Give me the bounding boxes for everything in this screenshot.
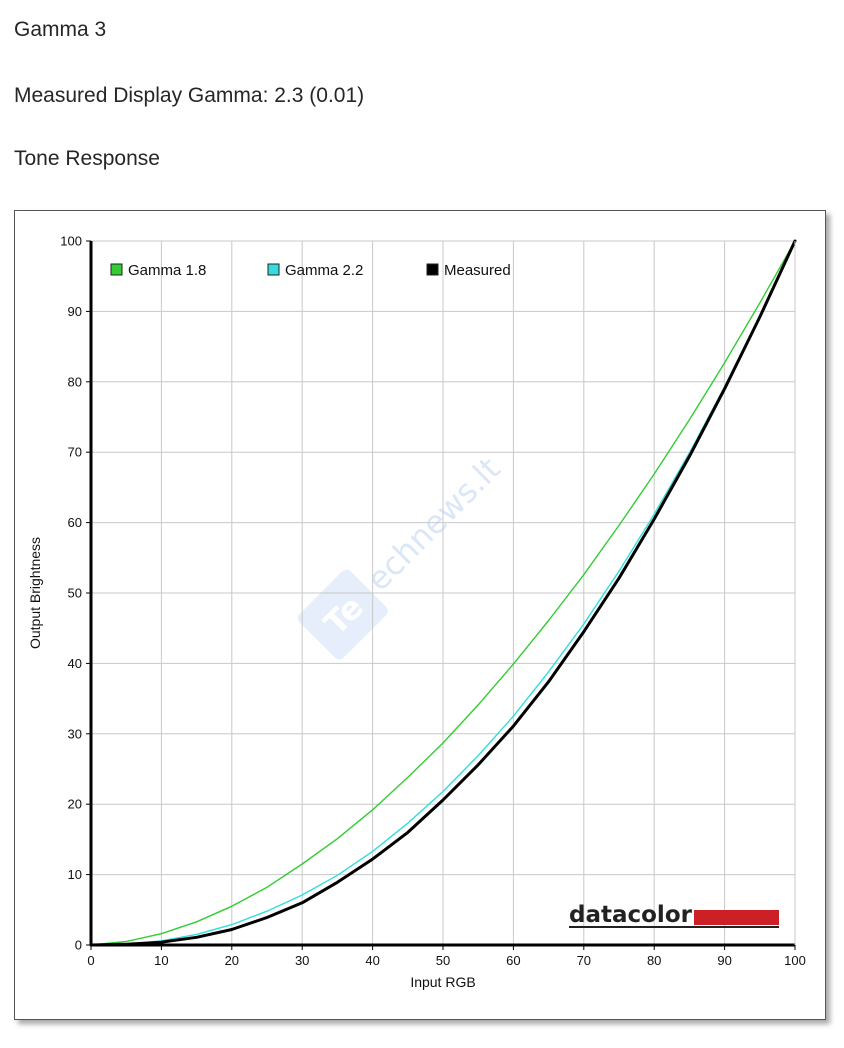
chart-axes: 0 10 20 30 40 50 60 70 80 90 100 0 10 20 30 40 50 60 70 80 9… (27, 234, 806, 991)
legend-label: Measured (444, 262, 511, 279)
x-tick-label: 0 (87, 953, 94, 968)
legend-label: Gamma 2.2 (285, 262, 363, 279)
watermark-badge (297, 569, 388, 660)
y-tick-label: 20 (68, 797, 82, 812)
x-tick-label: 100 (784, 953, 806, 968)
legend-item: Gamma 1.8 (110, 262, 206, 279)
y-tick-label: 100 (60, 234, 82, 249)
x-tick-label: 90 (717, 953, 731, 968)
y-tick-label: 30 (68, 726, 82, 741)
datacolor-logo-bar (694, 910, 779, 925)
legend-swatch (110, 263, 123, 276)
legend-item: Measured (426, 262, 511, 279)
x-tick-label: 20 (225, 953, 239, 968)
y-tick-label: 80 (68, 374, 82, 389)
y-tick-label: 50 (68, 586, 82, 601)
legend-swatch (426, 263, 439, 276)
tone-response-heading: Tone Response (14, 147, 160, 170)
series-line-gamma-2-2 (90, 240, 796, 946)
legend-item: Gamma 2.2 (267, 262, 363, 279)
gamma-heading: Gamma 3 (14, 18, 107, 41)
x-tick-label: 40 (365, 953, 379, 968)
x-tick-label: 30 (295, 953, 309, 968)
y-axis-title: Output Brightness (27, 537, 43, 649)
y-tick-label: 60 (68, 515, 82, 530)
series-line-measured (89, 239, 797, 947)
legend-label: Gamma 1.8 (128, 262, 206, 279)
x-tick-label: 60 (506, 953, 520, 968)
x-tick-label: 10 (154, 953, 168, 968)
chart-grid (91, 240, 796, 945)
legend-swatch (267, 263, 280, 276)
y-tick-label: 70 (68, 445, 82, 460)
datacolor-logo-text: datacolor (569, 902, 693, 928)
chart-legend: Gamma 1.8 Gamma 2.2 Measured (110, 262, 511, 279)
x-tick-label: 70 (577, 953, 591, 968)
y-tick-label: 10 (68, 867, 82, 882)
x-axis-title: Input RGB (410, 974, 475, 990)
datacolor-logo: datacolor (569, 902, 779, 928)
y-tick-label: 0 (75, 938, 82, 953)
x-tick-label: 80 (647, 953, 661, 968)
y-tick-label: 40 (68, 656, 82, 671)
y-tick-label: 90 (68, 304, 82, 319)
series-line-gamma-1-8 (90, 240, 796, 946)
x-tick-label: 50 (436, 953, 450, 968)
chart-series (89, 239, 797, 947)
tone-response-chart: Te echnews.lt 0 10 20 30 40 50 60 70 80 90 100 0 10 20… (14, 210, 826, 1020)
watermark-text: echnews.lt (359, 450, 507, 598)
measured-gamma-heading: Measured Display Gamma: 2.3 (0.01) (14, 84, 365, 107)
